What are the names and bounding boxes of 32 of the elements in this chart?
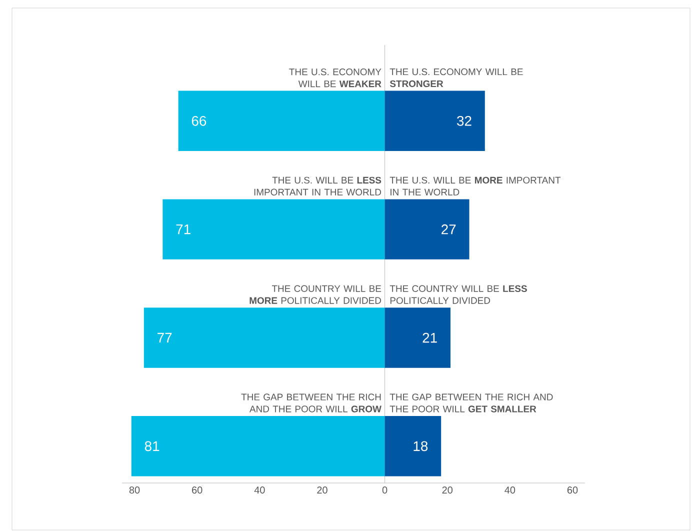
- text: THE U.S. WILL BE MORE IMPORTANT IN THE WORLD: [390, 176, 561, 196]
- data-label: 66: [192, 116, 206, 126]
- data-label: 18: [414, 441, 428, 452]
- x-tick-label: 60: [192, 486, 202, 494]
- x-tick-label: 0: [382, 486, 388, 494]
- bar: [384, 90, 485, 151]
- y-tick-label: THE GAP BETWEEN THE RICH AND THE POOR WILL GROW: [241, 394, 382, 412]
- x-tick-label: 80: [129, 486, 140, 494]
- data-label: 32: [457, 116, 472, 126]
- bar: [384, 416, 442, 476]
- x-tick-label: 40: [254, 486, 265, 494]
- bar: [144, 308, 385, 368]
- x-tick-label: 20: [317, 486, 328, 494]
- data-label: 81: [144, 441, 160, 452]
- y-tick-label: THE U.S. ECONOMY WILL BE WEAKER: [289, 68, 382, 88]
- x-tick-label: 20: [442, 486, 453, 494]
- annotation: THE U.S. ECONOMY WILL BE STRONGER: [390, 68, 523, 88]
- text: THE COUNTRY WILL BE LESS POLITICALLY DIVIDED: [390, 285, 527, 304]
- bar: [384, 308, 450, 368]
- data-label: 27: [442, 224, 456, 234]
- x-tick-label: 40: [504, 486, 516, 494]
- data-label: 77: [158, 332, 172, 343]
- bar: [178, 90, 385, 151]
- y-tick-label: THE COUNTRY WILL BE MORE POLITICALLY DIVIDED: [250, 285, 382, 304]
- data-label: 71: [176, 224, 190, 234]
- bar: [162, 199, 385, 260]
- data-label: 21: [422, 332, 437, 343]
- x-tick-label: 60: [567, 486, 578, 494]
- bar: [131, 416, 385, 476]
- bar: [384, 199, 470, 260]
- annotation: THE GAP BETWEEN THE RICH AND THE POOR WILL GET SMALLER: [390, 394, 553, 412]
- y-tick-label: THE U.S. WILL BE LESS IMPORTANT IN THE WORLD: [254, 176, 382, 196]
